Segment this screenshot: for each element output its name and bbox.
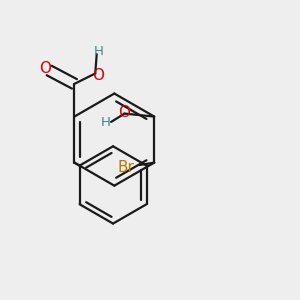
Text: O: O (40, 61, 52, 76)
Text: H: H (94, 45, 104, 58)
Text: Br: Br (118, 160, 134, 175)
Text: O: O (92, 68, 104, 83)
Text: H: H (101, 116, 111, 129)
Text: O: O (118, 105, 130, 120)
